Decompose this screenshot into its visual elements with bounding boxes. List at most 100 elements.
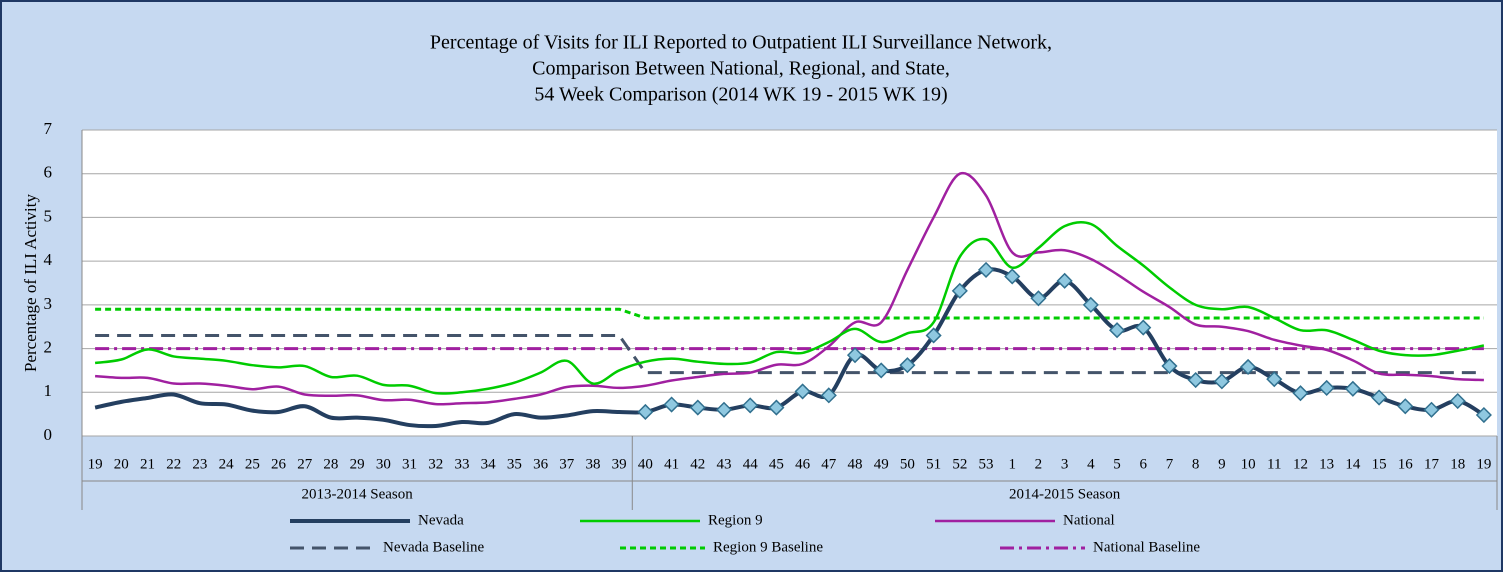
data-marker <box>899 357 916 374</box>
x-tick-label: 32 <box>428 456 443 472</box>
y-axis-label: Percentage of ILI Activity <box>21 194 40 372</box>
x-tick-label: 49 <box>874 456 889 472</box>
x-tick-label: 27 <box>297 456 313 472</box>
series-line <box>95 307 1484 320</box>
x-tick-label: 44 <box>743 456 759 472</box>
x-tick-label: 4 <box>1087 456 1095 472</box>
x-tick-label: 19 <box>1476 456 1491 472</box>
x-tick-label: 14 <box>1345 456 1361 472</box>
y-tick-label: 7 <box>44 119 53 138</box>
legend-label: Region 9 Baseline <box>713 539 823 555</box>
plot-area <box>82 130 1497 436</box>
chart-title: 54 Week Comparison (2014 WK 19 - 2015 WK… <box>534 84 947 106</box>
data-marker <box>820 387 837 404</box>
data-marker <box>1056 272 1073 289</box>
x-tick-label: 48 <box>848 456 863 472</box>
series-line <box>95 333 1484 375</box>
data-marker <box>1213 373 1230 390</box>
x-tick-label: 40 <box>638 456 653 472</box>
y-tick-label: 2 <box>44 337 53 356</box>
x-tick-label: 8 <box>1192 456 1200 472</box>
data-marker <box>1344 380 1361 397</box>
x-tick-label: 42 <box>690 456 705 472</box>
x-tick-label: 39 <box>612 456 627 472</box>
x-tick-label: 33 <box>454 456 469 472</box>
x-tick-label: 3 <box>1061 456 1069 472</box>
x-tick-label: 11 <box>1267 456 1281 472</box>
y-tick-label: 6 <box>44 163 53 182</box>
data-marker <box>1318 379 1335 396</box>
x-tick-label: 9 <box>1218 456 1226 472</box>
data-marker <box>1475 406 1492 424</box>
data-marker <box>1371 389 1388 406</box>
data-marker <box>1266 371 1283 388</box>
x-tick-label: 1 <box>1008 456 1016 472</box>
y-tick-label: 5 <box>44 206 53 225</box>
x-tick-label: 12 <box>1293 456 1308 472</box>
data-marker <box>1135 319 1152 336</box>
x-tick-label: 21 <box>140 456 155 472</box>
x-tick-label: 28 <box>323 456 338 472</box>
legend-label: Region 9 <box>708 512 763 528</box>
data-marker <box>1161 357 1178 375</box>
x-tick-label: 31 <box>402 456 417 472</box>
x-tick-label: 19 <box>88 456 103 472</box>
x-tick-label: 29 <box>350 456 365 472</box>
x-tick-label: 10 <box>1241 456 1256 472</box>
x-tick-label: 38 <box>585 456 600 472</box>
series-line <box>95 171 1484 406</box>
data-marker <box>846 347 864 364</box>
data-marker <box>768 399 785 416</box>
x-tick-label: 25 <box>245 456 260 472</box>
x-tick-label: 6 <box>1140 456 1148 472</box>
x-tick-label: 5 <box>1113 456 1121 472</box>
x-tick-label: 22 <box>166 456 181 472</box>
legend-label: Nevada Baseline <box>383 539 485 555</box>
x-tick-label: 53 <box>979 456 994 472</box>
x-tick-label: 47 <box>821 456 837 472</box>
data-marker <box>637 403 654 421</box>
x-tick-label: 26 <box>271 456 287 472</box>
series-line <box>94 220 1485 395</box>
x-tick-label: 51 <box>926 456 941 472</box>
x-tick-label: 45 <box>769 456 784 472</box>
x-tick-label: 17 <box>1424 456 1440 472</box>
data-marker <box>1239 358 1257 375</box>
data-marker <box>1423 401 1440 418</box>
data-marker <box>1108 322 1126 339</box>
x-tick-label: 18 <box>1450 456 1465 472</box>
y-tick-label: 1 <box>44 381 53 400</box>
y-tick-label: 0 <box>44 425 53 444</box>
x-tick-label: 15 <box>1372 456 1387 472</box>
data-marker <box>925 327 942 344</box>
x-tick-label: 43 <box>716 456 731 472</box>
data-marker <box>742 397 759 414</box>
x-tick-label: 52 <box>952 456 967 472</box>
x-tick-label: 35 <box>507 456 522 472</box>
data-marker <box>951 282 968 299</box>
legend-label: National <box>1063 512 1115 528</box>
group-label: 2013-2014 Season <box>302 486 414 502</box>
x-tick-label: 46 <box>795 456 811 472</box>
chart-title: Comparison Between National, Regional, a… <box>532 58 950 80</box>
x-tick-label: 24 <box>219 456 235 472</box>
data-marker <box>873 362 890 379</box>
x-tick-label: 2 <box>1035 456 1043 472</box>
data-marker <box>715 401 733 418</box>
data-marker <box>977 261 995 278</box>
data-marker <box>1004 268 1021 285</box>
data-marker <box>1292 385 1309 402</box>
x-tick-label: 13 <box>1319 456 1334 472</box>
data-marker <box>1082 296 1099 313</box>
data-marker <box>1397 398 1414 415</box>
x-tick-label: 20 <box>114 456 129 472</box>
data-marker <box>1187 371 1204 389</box>
legend-label: Nevada <box>418 512 464 528</box>
data-marker <box>1449 392 1466 410</box>
x-tick-label: 30 <box>376 456 391 472</box>
x-tick-label: 7 <box>1166 456 1174 472</box>
group-label: 2014-2015 Season <box>1009 486 1121 502</box>
legend-label: National Baseline <box>1093 539 1200 555</box>
x-tick-label: 36 <box>533 456 549 472</box>
